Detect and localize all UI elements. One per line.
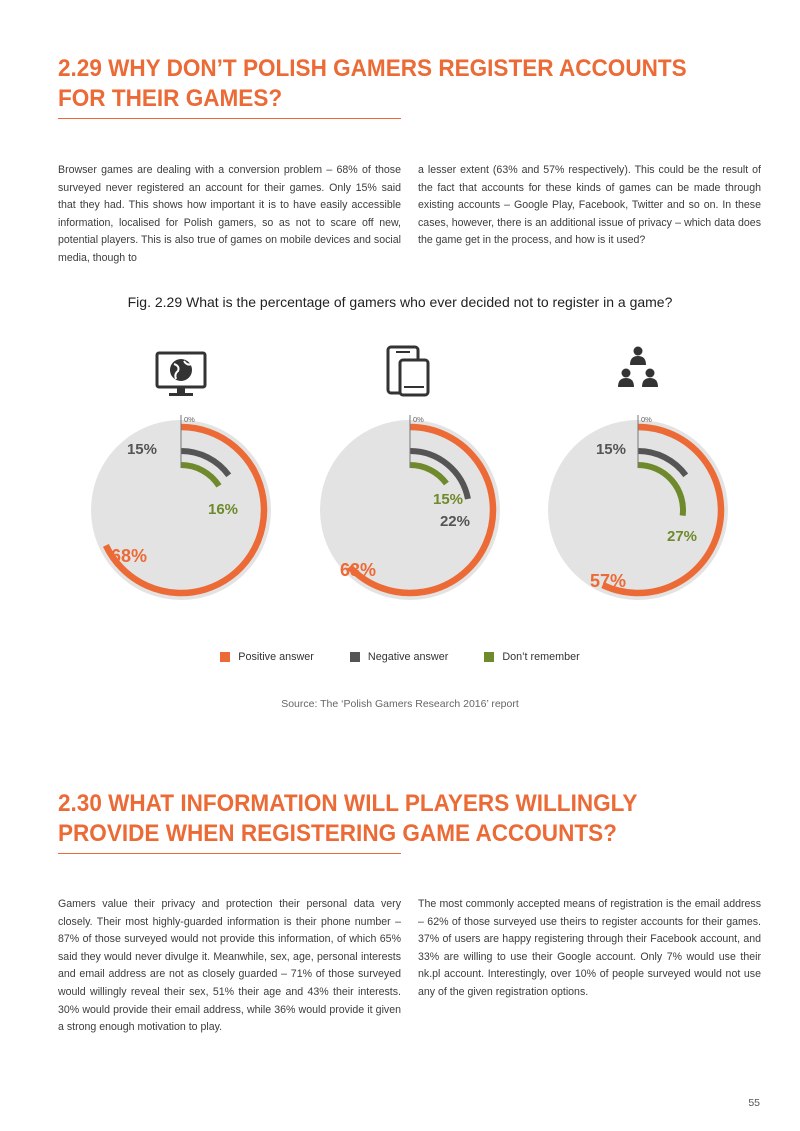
heading-underline [58, 118, 401, 119]
arc-negative [637, 448, 689, 478]
body-text-left: Browser games are dealing with a convers… [58, 164, 401, 264]
arc-positive [347, 423, 497, 597]
desktop-globe-icon [155, 351, 207, 396]
data-label-dont-remember: 27% [667, 528, 697, 545]
legend-item-positive: Positive answer [220, 651, 314, 663]
arc-positive [102, 423, 268, 597]
legend-item-dont-remember: Don’t remember [484, 651, 580, 663]
data-label-positive: 57% [590, 571, 626, 591]
section-heading-2-29: 2.29 WHY DON’T POLISH GAMERS REGISTER AC… [58, 55, 687, 112]
data-label-negative: 22% [440, 513, 470, 530]
legend-item-negative: Negative answer [349, 651, 449, 663]
page-number: 55 [748, 1097, 760, 1109]
legend-label-positive: Positive answer [238, 651, 314, 663]
chart-disc [320, 420, 500, 600]
legend-label-negative: Negative answer [367, 651, 449, 663]
data-label-negative: 15% [596, 441, 626, 458]
chart-disc [91, 420, 271, 600]
chart-disc [548, 420, 728, 600]
arc-positive [601, 423, 725, 597]
body-text-right: a lesser extent (63% and 57% respectivel… [418, 164, 761, 247]
section-heading-2-30: 2.30 WHAT INFORMATION WILL PLAYERS WILLI… [58, 790, 637, 847]
zero-label: 0% [184, 415, 195, 424]
data-label-positive: 68% [111, 546, 147, 566]
figure-title: Fig. 2.29 What is the percentage of game… [127, 294, 673, 310]
arc-dont-remember [409, 462, 449, 486]
radial-charts: 0% 68% 15% 16% 0% 63% 22% 15% 0% 57% 15% 27% [91, 345, 728, 600]
body-text-right: The most commonly accepted means of regi… [418, 898, 761, 998]
legend-swatch-negative [349, 652, 360, 662]
arc-dont-remember [637, 462, 686, 517]
arc-negative [409, 448, 471, 500]
figure-source: Source: The ‘Polish Gamers Research 2016… [281, 698, 519, 710]
legend-swatch-positive [220, 652, 231, 662]
arc-dont-remember [180, 462, 222, 488]
legend-label-dont-remember: Don’t remember [502, 651, 580, 663]
data-label-dont-remember: 16% [208, 501, 238, 518]
data-label-negative: 15% [127, 441, 157, 458]
arc-negative [180, 448, 232, 478]
legend-swatch-dont-remember [484, 652, 495, 662]
body-text-left: Gamers value their privacy and protectio… [58, 898, 401, 1034]
mobile-devices-icon [386, 345, 430, 397]
zero-label: 0% [641, 415, 652, 424]
chart-legend: Positive answer Negative answer Don’t re… [0, 651, 800, 663]
data-label-positive: 63% [340, 560, 376, 580]
heading-underline [58, 853, 401, 854]
social-network-icon [618, 346, 658, 387]
zero-label: 0% [413, 415, 424, 424]
data-label-dont-remember: 15% [433, 491, 463, 508]
